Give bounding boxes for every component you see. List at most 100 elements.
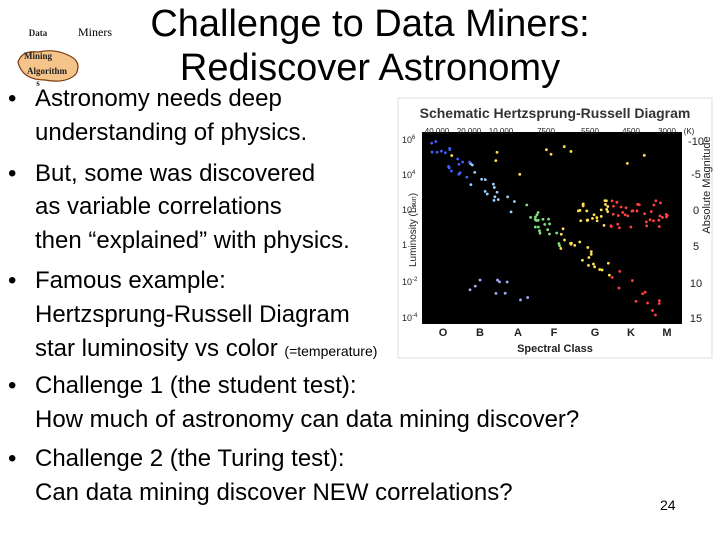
luminosity-tick: 102	[402, 205, 416, 215]
star	[525, 203, 529, 207]
bullet-line: then “explained” with physics.	[35, 227, 350, 254]
star	[562, 145, 566, 148]
tick-base: 10	[402, 205, 412, 215]
tick-exp: 6	[412, 135, 416, 141]
star	[491, 182, 495, 186]
bullet-line: How much of astronomy can data mining di…	[35, 406, 579, 433]
tick-base: 1	[402, 240, 407, 250]
star	[547, 217, 550, 221]
star	[536, 211, 540, 214]
star	[606, 210, 610, 214]
star	[534, 215, 537, 219]
star	[443, 151, 447, 155]
logo-text: Algorithm	[27, 66, 67, 76]
logo-shape	[17, 50, 79, 82]
temperature: 5500	[581, 127, 599, 136]
bullet-text: Hertzsprung-Russell Diagram	[35, 301, 350, 328]
star	[469, 183, 473, 187]
star	[602, 224, 606, 227]
star	[538, 229, 541, 233]
star	[606, 261, 610, 265]
star	[495, 150, 499, 154]
bullet-line: as variable correlations	[35, 193, 282, 220]
star	[646, 301, 649, 305]
star	[473, 284, 477, 288]
magnitude-tick: 0	[693, 205, 699, 217]
star	[586, 246, 590, 249]
luminosity-tick: 10-4	[402, 313, 418, 323]
star	[430, 141, 434, 145]
star	[605, 207, 609, 211]
tick-exp: -4	[412, 313, 418, 319]
star	[612, 204, 615, 208]
star	[485, 192, 489, 196]
star	[610, 275, 614, 279]
star	[598, 268, 602, 271]
star	[604, 203, 607, 206]
star	[587, 256, 591, 259]
bullet-line: understanding of physics.	[35, 119, 307, 146]
spectral-class: O	[439, 327, 448, 339]
star	[576, 209, 580, 213]
logo-text: Mining	[24, 51, 53, 61]
star	[611, 212, 615, 216]
luminosity-tick: 1	[402, 240, 407, 250]
star	[610, 199, 614, 203]
star	[643, 212, 646, 216]
star	[519, 298, 522, 302]
star	[492, 198, 496, 202]
star	[538, 231, 542, 235]
star	[496, 198, 500, 201]
temperature: 4500	[622, 127, 640, 136]
star	[498, 280, 501, 284]
bullet-dot: •	[8, 372, 16, 399]
star	[649, 210, 653, 213]
star	[506, 195, 510, 199]
star	[435, 150, 439, 154]
star	[457, 162, 461, 166]
star	[548, 222, 552, 226]
star	[578, 240, 582, 244]
star	[626, 214, 630, 218]
star	[587, 263, 590, 267]
star	[657, 218, 661, 222]
star	[546, 228, 550, 232]
star	[470, 163, 474, 167]
star	[494, 292, 498, 295]
magnitude-tick: 15	[690, 313, 702, 325]
temperature: 3000	[658, 127, 676, 136]
stars	[430, 140, 669, 317]
spectral-class: K	[627, 327, 635, 339]
star	[555, 231, 559, 235]
star	[616, 222, 620, 226]
tick-base: 10	[402, 170, 412, 180]
star	[473, 170, 477, 174]
temperature: 40,000	[425, 127, 450, 136]
star	[535, 213, 539, 217]
tick-exp: -2	[412, 277, 418, 283]
star	[629, 225, 633, 229]
temperature: 7500	[537, 127, 555, 136]
star	[619, 205, 623, 209]
star	[563, 238, 566, 242]
star	[430, 150, 434, 154]
star	[591, 217, 594, 220]
bullet-line: Can data mining discover NEW correlation…	[35, 479, 513, 506]
star	[493, 195, 497, 199]
bullet-text: Challenge 1 (the student test):	[35, 372, 357, 399]
bullet-text: Astronomy needs deep	[35, 85, 282, 112]
star	[589, 250, 593, 254]
star	[492, 186, 496, 189]
star	[526, 296, 530, 299]
star	[461, 160, 465, 164]
star	[585, 209, 589, 213]
star	[599, 208, 603, 212]
star	[623, 213, 627, 217]
bullet-line: But, some was discovered	[35, 160, 315, 187]
star	[645, 224, 649, 228]
spectral-class: F	[551, 327, 558, 339]
luminosity-tick: 10-2	[402, 277, 418, 287]
bullet-text: Can data mining discover NEW correlation…	[35, 479, 513, 506]
star	[581, 258, 584, 262]
star	[434, 140, 438, 143]
